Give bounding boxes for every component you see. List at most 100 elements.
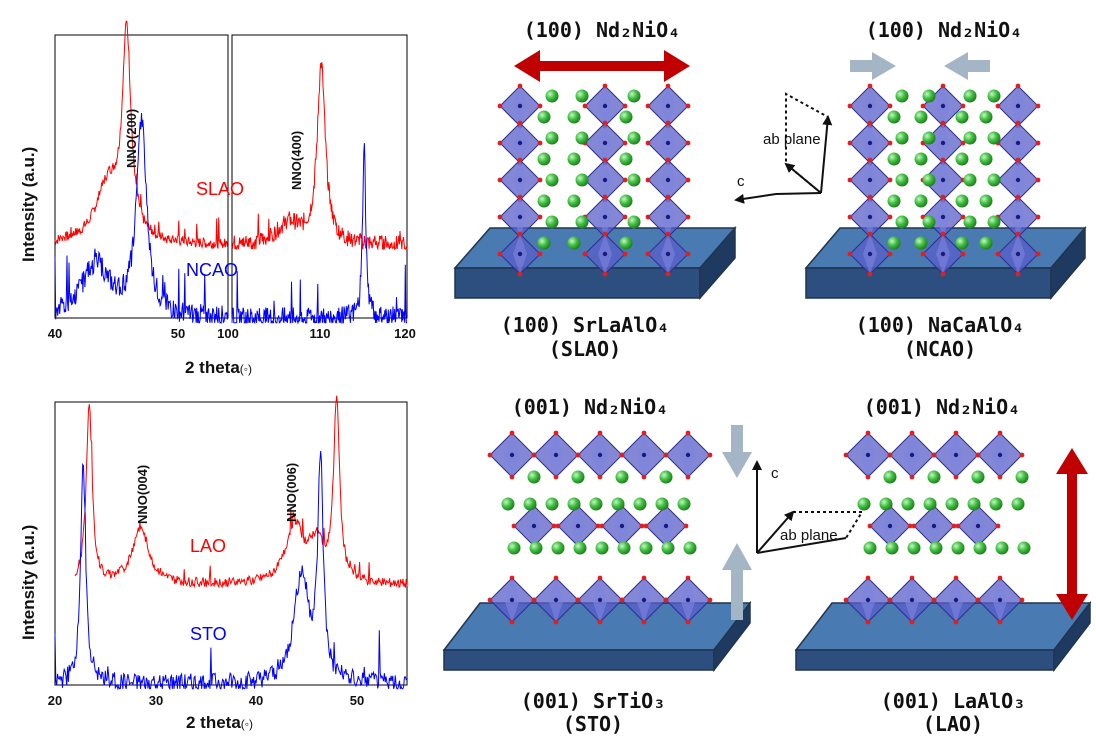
cation-sphere <box>640 542 653 555</box>
peak-label-nno006: NNO(006) <box>284 463 299 522</box>
x-axis-unit: (◦) <box>241 717 253 731</box>
cation-sphere <box>576 174 589 187</box>
substrate-slab <box>796 603 1090 670</box>
nio6-octahedron <box>620 431 669 480</box>
xrd-plot-bottom: NNO(004) NNO(006) LAO STO 20 30 40 50 2 … <box>19 396 407 732</box>
series-ncao-line <box>55 113 228 323</box>
cation-sphere <box>902 498 915 511</box>
substrate-label: (100) NaCaAlO₄ <box>856 313 1025 337</box>
cation-sphere <box>684 542 697 555</box>
cation-sphere <box>884 471 897 484</box>
cation-sphere <box>915 195 928 208</box>
compressive-strain-arrow-right <box>944 52 990 80</box>
series-slao-line <box>232 62 407 249</box>
cation-sphere <box>528 471 541 484</box>
nio6-octahedron <box>844 431 893 480</box>
peak-label-nno200: NNO(200) <box>124 109 139 168</box>
cation-sphere <box>956 195 969 208</box>
cation-sphere <box>590 498 603 511</box>
cation-sphere <box>980 237 993 250</box>
cation-sphere <box>576 90 589 103</box>
cation-sphere <box>508 542 521 555</box>
panel-sto: (001) Nd₂NiO₄ (001) SrTiO₃ (STO) <box>444 395 752 736</box>
film-heading: (001) Nd₂NiO₄ <box>864 395 1021 419</box>
panel-ncao: (100) Nd₂NiO₄ (100) NaCaAlO₄ (NCAO) <box>806 18 1085 361</box>
cation-sphere <box>888 153 901 166</box>
substrate-label: (100) SrLaAlO₄ <box>501 313 670 337</box>
tick-label: 20 <box>48 693 62 708</box>
nio6-octahedron <box>644 504 689 549</box>
cation-sphere <box>524 498 537 511</box>
x-axis-label: 2 theta <box>186 713 241 732</box>
series-slao-line <box>55 21 228 248</box>
cation-sphere <box>568 498 581 511</box>
cation-sphere <box>538 111 551 124</box>
cation-sphere <box>946 498 959 511</box>
cation-sphere <box>980 111 993 124</box>
cation-sphere <box>888 111 901 124</box>
crystal-lattice <box>488 431 713 625</box>
nio6-octahedron <box>932 431 981 480</box>
cation-sphere <box>974 542 987 555</box>
cation-sphere <box>930 542 943 555</box>
legend-ncao: NCAO <box>186 260 238 280</box>
film-heading: (100) Nd₂NiO₄ <box>524 18 681 42</box>
cation-sphere <box>572 471 585 484</box>
legend-slao: SLAO <box>196 179 244 199</box>
nio6-octahedron <box>600 504 645 549</box>
substrate-abbrev: (LAO) <box>923 712 983 736</box>
cation-sphere <box>574 542 587 555</box>
compressive-strain-arrow-left <box>850 52 896 80</box>
substrate-abbrev: (SLAO) <box>549 337 621 361</box>
cation-sphere <box>964 216 977 229</box>
cation-sphere <box>964 174 977 187</box>
cation-sphere <box>552 542 565 555</box>
y-axis-title-top: Intensity (a.u.) <box>19 147 38 262</box>
ab-plane-label: ab plane <box>763 131 821 148</box>
cation-sphere <box>956 111 969 124</box>
cation-sphere <box>538 237 551 250</box>
cation-sphere <box>634 498 647 511</box>
cation-sphere <box>980 153 993 166</box>
cation-sphere <box>620 195 633 208</box>
cation-sphere <box>996 542 1009 555</box>
cation-sphere <box>628 90 641 103</box>
nio6-octahedron <box>532 431 581 480</box>
tensile-strain-arrow <box>514 50 690 82</box>
substrate-label: (001) LaAlO₃ <box>881 689 1026 713</box>
cation-sphere <box>888 237 901 250</box>
tick-label: 50 <box>350 693 364 708</box>
cation-sphere <box>546 216 559 229</box>
tick-label: 100 <box>217 326 239 341</box>
peak-label-nno004: NNO(004) <box>135 465 150 524</box>
cation-sphere <box>888 195 901 208</box>
peak-label-nno400: NNO(400) <box>289 131 304 190</box>
cation-sphere <box>988 174 1001 187</box>
cation-sphere <box>956 237 969 250</box>
cation-sphere <box>546 498 559 511</box>
cation-sphere <box>864 542 877 555</box>
cation-sphere <box>620 153 633 166</box>
cation-sphere <box>662 542 675 555</box>
nio6-octahedron <box>868 504 913 549</box>
crystal-lattice <box>848 84 1041 277</box>
cation-sphere <box>568 237 581 250</box>
cation-sphere <box>915 237 928 250</box>
nio6-octahedron <box>664 431 713 480</box>
c-axis-label: c <box>771 465 779 482</box>
x-axis-title-bottom: 2 theta(◦) <box>186 713 253 732</box>
cation-sphere <box>896 132 909 145</box>
cation-sphere <box>968 498 981 511</box>
cation-sphere <box>928 471 941 484</box>
tick-label: 40 <box>249 693 263 708</box>
tick-label: 120 <box>394 326 416 341</box>
cation-sphere <box>924 498 937 511</box>
cation-sphere <box>896 90 909 103</box>
cation-sphere <box>988 216 1001 229</box>
cation-sphere <box>1018 542 1031 555</box>
legend-lao: LAO <box>190 536 226 556</box>
cation-sphere <box>546 90 559 103</box>
cation-sphere <box>923 174 936 187</box>
compressive-strain-arrow-down <box>722 425 752 478</box>
tensile-strain-arrow <box>1056 448 1088 620</box>
